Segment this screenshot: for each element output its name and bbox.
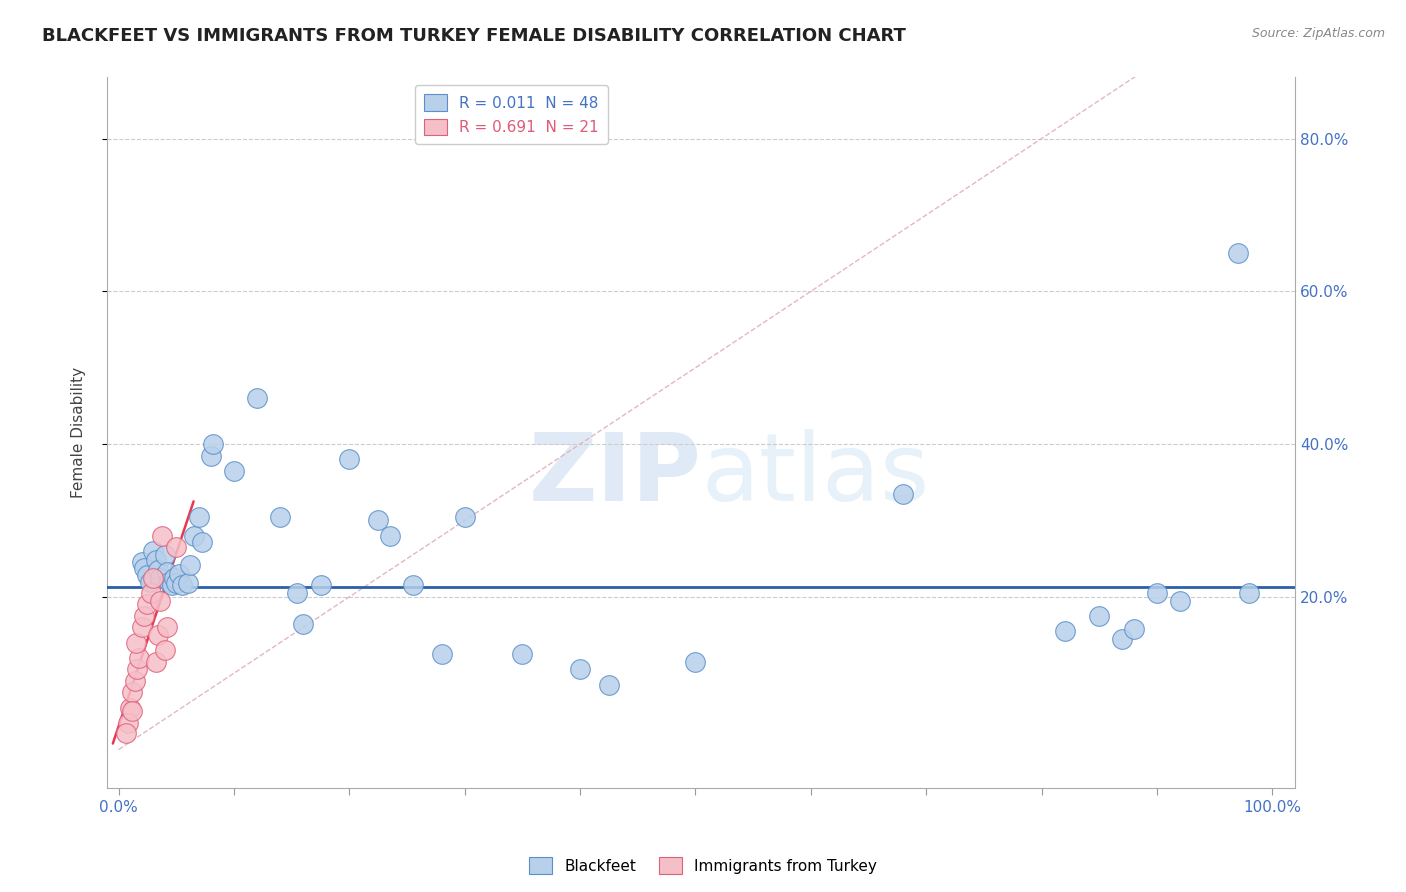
Point	[120, 700, 142, 714]
Point	[145, 655, 167, 669]
Point	[139, 574, 162, 589]
Point	[146, 563, 169, 577]
Point	[157, 574, 180, 589]
Point	[152, 529, 174, 543]
Point	[402, 578, 425, 592]
Point	[121, 685, 143, 699]
Point	[149, 593, 172, 607]
Point	[139, 586, 162, 600]
Point	[598, 678, 620, 692]
Point	[1168, 593, 1191, 607]
Point	[1226, 246, 1249, 260]
Point	[430, 647, 453, 661]
Point	[170, 578, 193, 592]
Point	[454, 509, 477, 524]
Point	[153, 643, 176, 657]
Legend: R = 0.011  N = 48, R = 0.691  N = 21: R = 0.011 N = 48, R = 0.691 N = 21	[415, 85, 607, 145]
Point	[190, 534, 212, 549]
Point	[222, 464, 245, 478]
Point	[121, 705, 143, 719]
Legend: Blackfeet, Immigrants from Turkey: Blackfeet, Immigrants from Turkey	[523, 851, 883, 880]
Point	[292, 616, 315, 631]
Point	[132, 561, 155, 575]
Point	[132, 608, 155, 623]
Point	[163, 571, 186, 585]
Point	[685, 655, 707, 669]
Point	[179, 558, 201, 572]
Text: BLACKFEET VS IMMIGRANTS FROM TURKEY FEMALE DISABILITY CORRELATION CHART: BLACKFEET VS IMMIGRANTS FROM TURKEY FEMA…	[42, 27, 905, 45]
Point	[367, 513, 389, 527]
Point	[378, 529, 401, 543]
Point	[156, 566, 179, 580]
Point	[136, 568, 159, 582]
Point	[142, 571, 165, 585]
Point	[269, 509, 291, 524]
Point	[167, 566, 190, 581]
Point	[183, 529, 205, 543]
Point	[149, 571, 172, 585]
Point	[156, 620, 179, 634]
Y-axis label: Female Disability: Female Disability	[72, 367, 86, 498]
Point	[202, 437, 225, 451]
Point	[131, 556, 153, 570]
Point	[153, 548, 176, 562]
Point	[125, 662, 148, 676]
Point	[337, 452, 360, 467]
Point	[1111, 632, 1133, 646]
Point	[165, 576, 187, 591]
Point	[136, 598, 159, 612]
Point	[200, 449, 222, 463]
Point	[128, 651, 150, 665]
Point	[145, 553, 167, 567]
Point	[1088, 608, 1111, 623]
Point	[160, 578, 183, 592]
Point	[1122, 622, 1144, 636]
Text: atlas: atlas	[702, 429, 929, 521]
Point	[1146, 586, 1168, 600]
Point	[125, 635, 148, 649]
Point	[309, 578, 332, 592]
Point	[142, 544, 165, 558]
Point	[177, 576, 200, 591]
Point	[287, 586, 309, 600]
Point	[114, 725, 136, 739]
Point	[124, 673, 146, 688]
Text: Source: ZipAtlas.com: Source: ZipAtlas.com	[1251, 27, 1385, 40]
Point	[131, 620, 153, 634]
Point	[117, 715, 139, 730]
Point	[569, 662, 592, 676]
Point	[146, 628, 169, 642]
Point	[512, 647, 534, 661]
Point	[1053, 624, 1076, 639]
Point	[188, 509, 211, 524]
Point	[246, 391, 269, 405]
Text: ZIP: ZIP	[529, 429, 702, 521]
Point	[165, 540, 187, 554]
Point	[1239, 586, 1261, 600]
Point	[891, 486, 914, 500]
